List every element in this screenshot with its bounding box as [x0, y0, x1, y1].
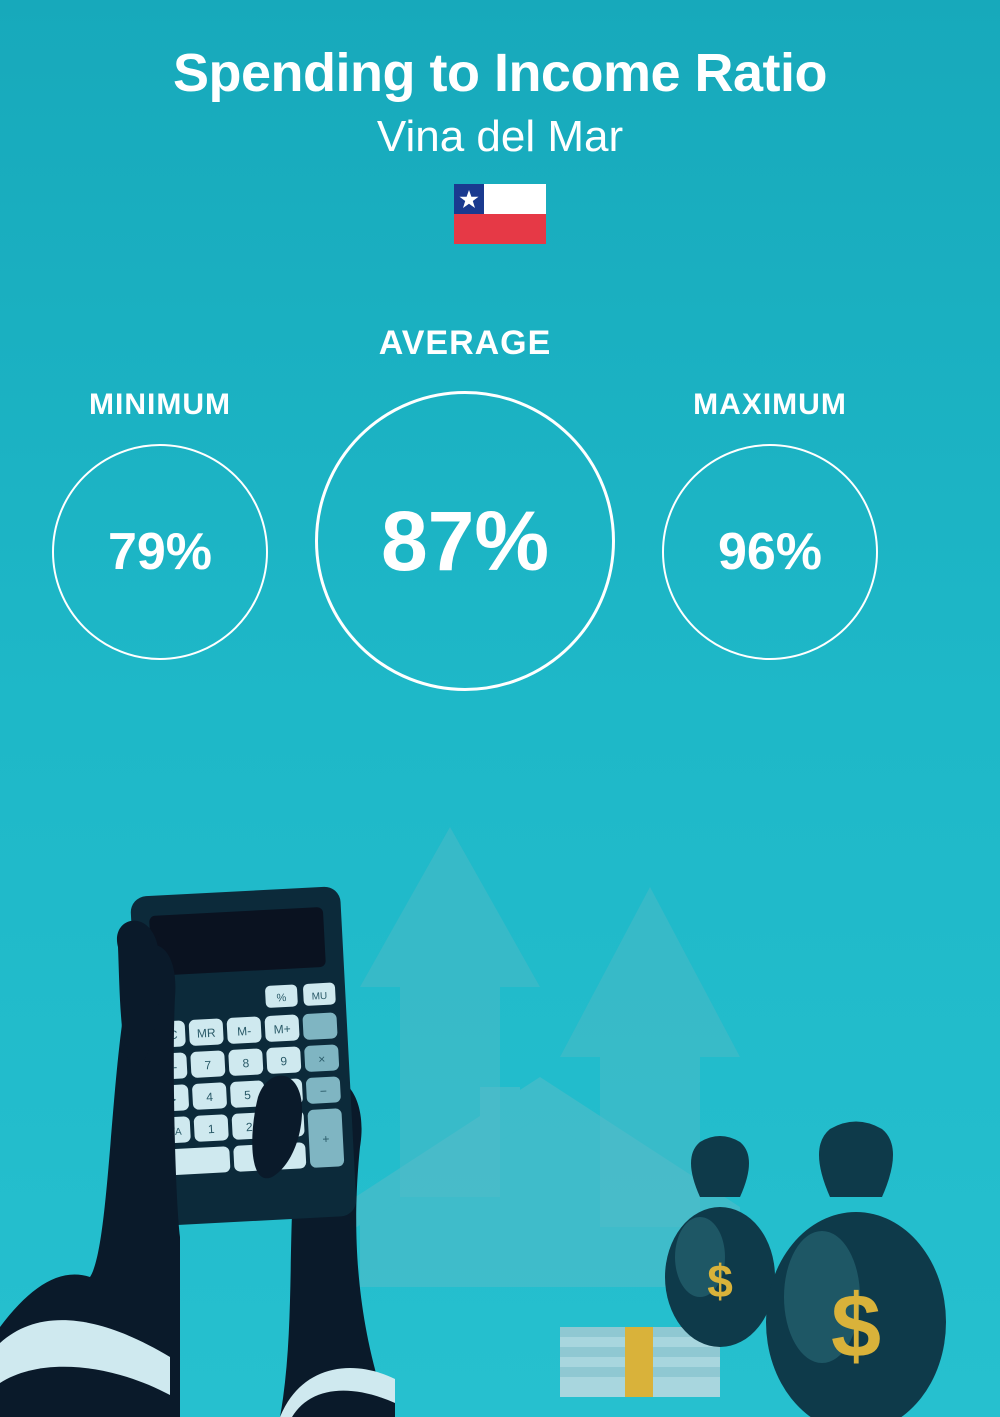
stat-maximum-circle: 96% [662, 444, 878, 660]
svg-text:9: 9 [280, 1054, 288, 1068]
svg-text:▶: ▶ [167, 1092, 178, 1107]
stat-minimum-label: MINIMUM [40, 388, 280, 422]
svg-text:MR: MR [197, 1026, 217, 1041]
header: Spending to Income Ratio Vina del Mar [0, 0, 1000, 244]
stats-row: MINIMUM 79% AVERAGE 87% MAXIMUM 96% [0, 324, 1000, 744]
sleeve-left-icon [0, 1367, 170, 1417]
svg-text:8: 8 [242, 1056, 250, 1070]
illustration: $ $ % MU MC MR M- M+ +/- 7 8 9 × [0, 767, 1000, 1417]
svg-text:MU: MU [311, 991, 327, 1003]
stat-average-circle: 87% [315, 391, 615, 691]
svg-text:M-: M- [237, 1024, 252, 1039]
svg-text:MC: MC [159, 1028, 179, 1043]
svg-text:$: $ [707, 1255, 733, 1307]
stat-minimum-circle: 79% [52, 444, 268, 660]
stat-maximum-value: 96% [718, 522, 822, 582]
svg-text:3: 3 [283, 1118, 291, 1132]
flag-chile-icon [454, 184, 546, 244]
cash-stack-icon [560, 1327, 720, 1397]
stat-maximum-label: MAXIMUM [650, 388, 890, 422]
money-bag-small-icon: $ [665, 1136, 775, 1347]
money-bag-large-icon: $ [766, 1122, 946, 1417]
svg-text:6: 6 [282, 1086, 290, 1100]
svg-text:−: − [320, 1084, 328, 1098]
page-title: Spending to Income Ratio [0, 42, 1000, 104]
stat-minimum: MINIMUM 79% [40, 388, 280, 660]
svg-text:2: 2 [245, 1120, 253, 1134]
house-icon [340, 1077, 740, 1287]
stat-average: AVERAGE 87% [315, 324, 615, 691]
svg-text:×: × [318, 1052, 326, 1066]
svg-text:C/A: C/A [165, 1127, 183, 1139]
svg-text:5: 5 [244, 1088, 252, 1102]
stat-minimum-value: 79% [108, 522, 212, 582]
arrow-up-icon [560, 887, 740, 1227]
hand-left-icon [0, 921, 180, 1417]
stat-average-label: AVERAGE [315, 324, 615, 363]
stat-maximum: MAXIMUM 96% [650, 388, 890, 660]
cuff-right-icon [280, 1368, 395, 1417]
thumb-right-icon [252, 1076, 302, 1179]
svg-text:+/-: +/- [162, 1060, 177, 1075]
calculator-icon: % MU MC MR M- M+ +/- 7 8 9 × ▶ 4 5 6 − C… [130, 886, 357, 1227]
sleeve-right-icon [292, 1391, 395, 1417]
svg-text:%: % [276, 992, 287, 1005]
svg-text:1: 1 [208, 1122, 216, 1136]
svg-text:$: $ [831, 1277, 881, 1377]
arrow-up-icon [360, 827, 540, 1197]
stat-average-value: 87% [381, 493, 549, 590]
svg-text:4: 4 [206, 1090, 214, 1104]
svg-text:M+: M+ [273, 1022, 291, 1037]
cuff-left-icon [0, 1320, 170, 1417]
svg-text:7: 7 [204, 1058, 212, 1072]
page-subtitle: Vina del Mar [0, 112, 1000, 162]
hand-right-icon [280, 1079, 380, 1417]
svg-text:+: + [322, 1132, 330, 1146]
